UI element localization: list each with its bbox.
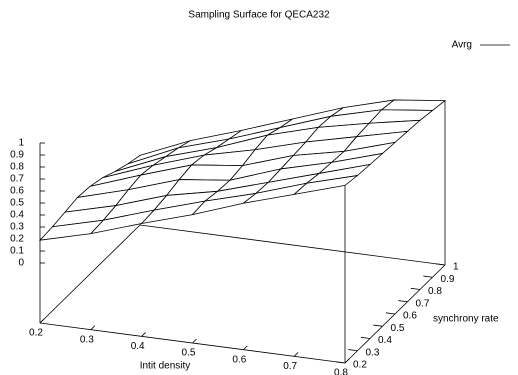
z-tick-label: 0.5 bbox=[10, 198, 24, 209]
y-tick-label: 0.2 bbox=[353, 360, 367, 371]
y-tick-label: 0.8 bbox=[428, 286, 442, 297]
y-tick bbox=[435, 263, 446, 266]
y-axis-label: synchrony rate bbox=[433, 314, 499, 325]
y-tick bbox=[398, 300, 408, 303]
x-tick-label: 0.2 bbox=[29, 328, 43, 339]
y-tick bbox=[348, 349, 358, 352]
x-tick-label: 0.4 bbox=[131, 341, 145, 352]
x-tick bbox=[293, 352, 299, 357]
chart-title: Sampling Surface for QECA232 bbox=[188, 10, 330, 21]
z-tick-label: 0.7 bbox=[10, 174, 24, 185]
y-tick bbox=[385, 312, 396, 315]
x-tick-label: 0.6 bbox=[232, 354, 246, 365]
y-tick-label: 0.7 bbox=[416, 298, 430, 309]
z-tick-label: 0.6 bbox=[10, 186, 24, 197]
x-tick bbox=[243, 345, 248, 350]
legend-label: Avrg bbox=[452, 40, 472, 51]
z-tick-label: 0.4 bbox=[10, 210, 24, 221]
z-tick-label: 0.1 bbox=[10, 246, 24, 257]
y-tick bbox=[335, 361, 346, 364]
y-tick bbox=[410, 287, 421, 290]
z-tick-label: 0.9 bbox=[10, 150, 24, 161]
z-tick-label: 0.3 bbox=[10, 222, 24, 233]
base-edge bbox=[139, 224, 446, 266]
z-tick-label: 0.2 bbox=[10, 234, 24, 245]
x-tick bbox=[90, 325, 96, 330]
y-tick-label: 1 bbox=[453, 262, 459, 273]
x-tick-label: 0.3 bbox=[80, 334, 94, 345]
y-tick-label: 0.4 bbox=[378, 335, 392, 346]
x-tick bbox=[344, 358, 350, 364]
z-tick-label: 0 bbox=[18, 258, 24, 269]
y-tick bbox=[373, 324, 383, 327]
x-tick bbox=[141, 332, 146, 337]
y-tick-label: 0.5 bbox=[391, 323, 405, 334]
x-tick-label: 0.5 bbox=[182, 348, 196, 359]
y-tick-label: 0.3 bbox=[366, 347, 380, 358]
base-edge bbox=[39, 224, 141, 324]
z-tick-label: 0.8 bbox=[10, 162, 24, 173]
x-tick-label: 0.8 bbox=[334, 368, 348, 375]
y-tick-label: 0.9 bbox=[441, 274, 455, 285]
y-tick-label: 0.6 bbox=[403, 311, 417, 322]
x-tick bbox=[39, 318, 45, 324]
surface-cell bbox=[292, 174, 359, 195]
x-axis-label: Intit density bbox=[140, 361, 191, 372]
z-tick-label: 1 bbox=[18, 138, 24, 149]
y-tick bbox=[423, 275, 433, 278]
y-tick bbox=[360, 336, 371, 339]
x-tick bbox=[192, 338, 197, 344]
x-tick-label: 0.7 bbox=[283, 361, 297, 372]
